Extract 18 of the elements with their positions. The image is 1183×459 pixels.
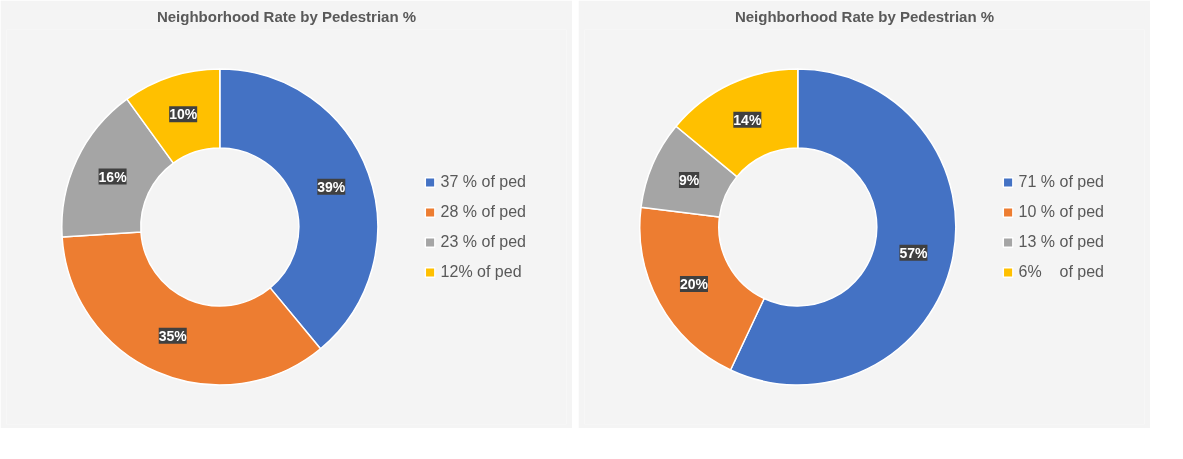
- data-label: 10%: [169, 106, 198, 123]
- legend-label: 13 % of ped: [1018, 232, 1104, 251]
- data-label: 20%: [679, 276, 709, 293]
- legend-label: 71 % of ped: [1018, 172, 1104, 191]
- data-label: 39%: [317, 178, 346, 195]
- legend-label: 6% of ped: [1018, 262, 1104, 281]
- data-label: 16%: [98, 168, 128, 185]
- legend-label: 12% of ped: [440, 262, 522, 281]
- legend-label: 37 % of ped: [440, 172, 526, 191]
- legend-label: 23 % of ped: [440, 232, 526, 251]
- chart-title: Neighborhood Rate by Pedestrian %: [734, 7, 995, 25]
- data-label: 35%: [158, 327, 188, 344]
- legend-label: 10 % of ped: [1018, 202, 1104, 221]
- legend-label: 28 % of ped: [440, 202, 526, 221]
- data-label: 14%: [733, 111, 762, 128]
- data-label: 9%: [678, 171, 700, 188]
- data-label: 57%: [899, 244, 929, 261]
- chart-title: Neighborhood Rate by Pedestrian %: [156, 7, 417, 25]
